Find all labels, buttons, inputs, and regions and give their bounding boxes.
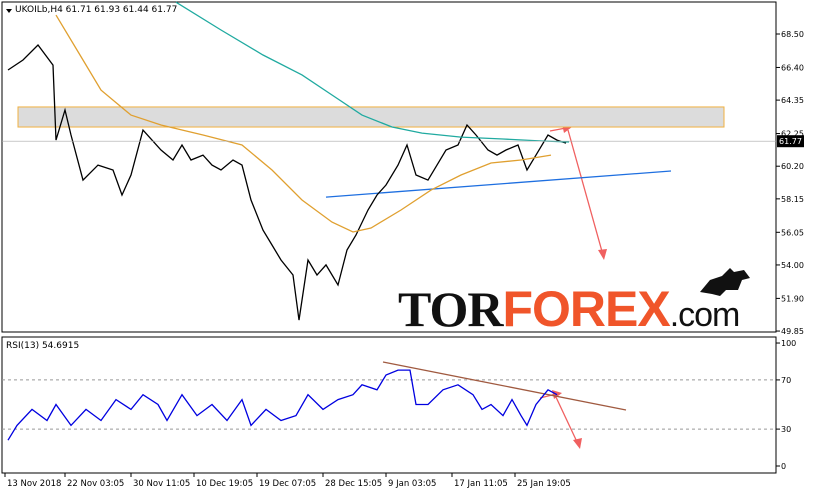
watermark-forex: FOREX xyxy=(502,281,670,337)
x-tick-label: 13 Nov 2018 xyxy=(7,479,61,489)
y-tick-label: 68.50 xyxy=(781,30,804,39)
y-tick-label: 0 xyxy=(781,462,786,471)
y-tick-label: 49.85 xyxy=(781,327,804,336)
x-tick-label: 30 Nov 11:05 xyxy=(133,479,190,489)
price-panel xyxy=(1,1,777,333)
x-tick-label: 19 Dec 07:05 xyxy=(259,479,316,489)
x-tick-label: 22 Nov 03:05 xyxy=(67,479,124,489)
arrowhead xyxy=(573,438,582,449)
y-tick-label: 62.25 xyxy=(781,130,804,139)
y-tick-label: 56.05 xyxy=(781,228,804,237)
series-line xyxy=(175,1,570,143)
y-tick-label: 100 xyxy=(781,339,796,348)
series-line xyxy=(325,170,672,198)
series-line xyxy=(7,369,558,441)
menu-arrow xyxy=(6,9,12,13)
y-tick-label: 70 xyxy=(781,376,791,385)
arrowhead xyxy=(598,249,607,260)
x-tick-label: 25 Jan 19:05 xyxy=(517,479,571,489)
x-tick-label: 28 Dec 15:05 xyxy=(325,479,382,489)
x-tick-label: 9 Jan 03:05 xyxy=(388,479,436,489)
x-tick-label: 17 Jan 11:05 xyxy=(454,479,508,489)
arrow xyxy=(567,129,604,256)
rsi-panel xyxy=(1,336,777,474)
series-line xyxy=(382,361,627,411)
y-tick-label: 64.35 xyxy=(781,96,804,105)
chart-title: UKOILb,H4 61.71 61.93 61.44 61.77 xyxy=(15,5,177,15)
resistance-zone xyxy=(17,106,725,128)
y-tick-label: 66.40 xyxy=(781,63,804,72)
y-tick-label: 60.20 xyxy=(781,162,804,171)
last-price-label: 61.77 xyxy=(779,137,802,146)
watermark: TORFOREX.com xyxy=(398,281,739,337)
y-tick-label: 30 xyxy=(781,425,791,434)
watermark-tor: TOR xyxy=(398,281,504,337)
y-tick-label: 54.00 xyxy=(781,261,804,270)
series-line xyxy=(7,44,567,321)
rsi-title: RSI(13) 54.6915 xyxy=(6,341,79,351)
series-line xyxy=(55,14,552,233)
forecast-arrows xyxy=(539,124,607,449)
y-tick-label: 58.15 xyxy=(781,195,804,204)
arrow xyxy=(554,394,579,445)
watermark-com: .com xyxy=(670,296,740,334)
bull-icon xyxy=(700,268,750,296)
last-price-box xyxy=(777,135,804,148)
y-tick-label: 51.90 xyxy=(781,294,804,303)
x-tick-label: 10 Dec 19:05 xyxy=(196,479,253,489)
